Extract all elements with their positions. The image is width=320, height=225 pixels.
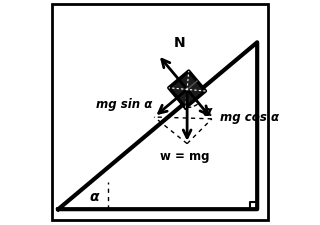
Polygon shape [169,72,205,108]
Text: α: α [90,189,99,203]
Text: α: α [203,104,212,118]
Text: N: N [174,36,185,50]
Text: w = mg: w = mg [160,150,210,163]
Text: mg cos α: mg cos α [220,110,279,124]
Text: mg sin α: mg sin α [96,98,152,111]
Polygon shape [58,43,257,209]
